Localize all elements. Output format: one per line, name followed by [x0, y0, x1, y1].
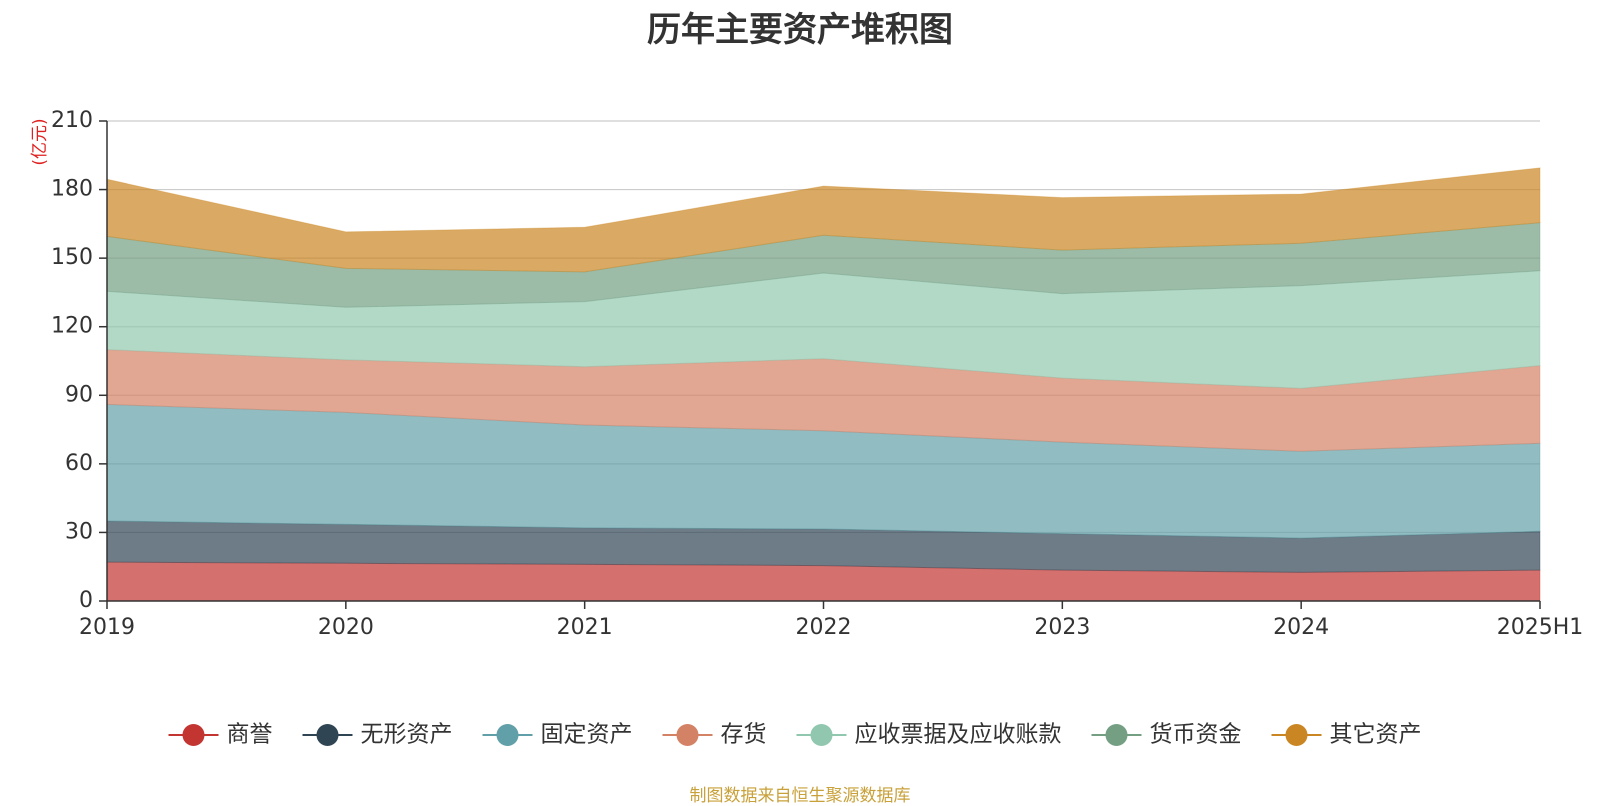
area-series-6: [106, 167, 1541, 273]
x-tick-label-0: 2019: [79, 615, 135, 640]
stacked-area-chart: 0 30 60 90 120 150 180 210 2019 2020 2021 2022 2023…: [30, 108, 1583, 748]
legend-item-1[interactable]: 无形资产: [302, 722, 453, 748]
x-tick-label-5: 2024: [1273, 615, 1329, 640]
y-tick-label-0: 0: [79, 588, 93, 613]
area-series: [106, 167, 1541, 602]
y-tick-label-4: 120: [51, 314, 93, 339]
legend-label-6: 其它资产: [1330, 722, 1422, 748]
legend-label-5: 货币资金: [1150, 722, 1242, 748]
x-tick-labels: 2019 2020 2021 2022 2023 2024 2025H1: [79, 601, 1583, 640]
legend-item-4[interactable]: 应收票据及应收账款: [796, 722, 1062, 748]
y-tick-labels: 0 30 60 90 120 150 180 210: [51, 108, 107, 613]
legend: 商誉 无形资产 固定资产 存货 应收票据及应收账款 货币资金 其它资产: [168, 722, 1422, 748]
legend-marker-2: [496, 724, 519, 746]
legend-item-6[interactable]: 其它资产: [1271, 722, 1422, 748]
legend-marker-3: [676, 724, 699, 746]
legend-label-4: 应收票据及应收账款: [855, 722, 1062, 748]
legend-item-3[interactable]: 存货: [662, 722, 767, 748]
legend-label-3: 存货: [721, 722, 767, 748]
legend-marker-0: [182, 724, 205, 746]
data-source-note: 制图数据来自恒生聚源数据库: [689, 786, 911, 806]
x-tick-label-4: 2023: [1034, 615, 1090, 640]
legend-marker-1: [316, 724, 339, 746]
x-tick-label-2: 2021: [557, 615, 613, 640]
area-series-4: [106, 270, 1541, 389]
legend-item-5[interactable]: 货币资金: [1091, 722, 1242, 748]
x-tick-label-6: 2025H1: [1497, 615, 1584, 640]
x-tick-label-3: 2022: [796, 615, 852, 640]
chart-title: 历年主要资产堆积图: [647, 10, 953, 50]
y-tick-label-3: 90: [65, 382, 93, 407]
x-tick-label-1: 2020: [318, 615, 374, 640]
legend-marker-6: [1285, 724, 1308, 746]
y-tick-label-2: 60: [65, 451, 93, 476]
legend-label-2: 固定资产: [541, 722, 633, 748]
legend-label-1: 无形资产: [361, 722, 453, 748]
y-tick-label-1: 30: [65, 519, 93, 544]
area-series-5: [106, 222, 1541, 308]
y-unit-label: (亿元): [30, 118, 50, 165]
legend-item-2[interactable]: 固定资产: [482, 722, 633, 748]
legend-marker-5: [1105, 724, 1128, 746]
legend-label-0: 商誉: [227, 722, 273, 748]
y-tick-label-5: 150: [51, 245, 93, 270]
legend-marker-4: [810, 724, 833, 746]
y-tick-label-6: 180: [51, 177, 93, 202]
y-tick-label-7: 210: [51, 108, 93, 133]
legend-item-0[interactable]: 商誉: [168, 722, 273, 748]
